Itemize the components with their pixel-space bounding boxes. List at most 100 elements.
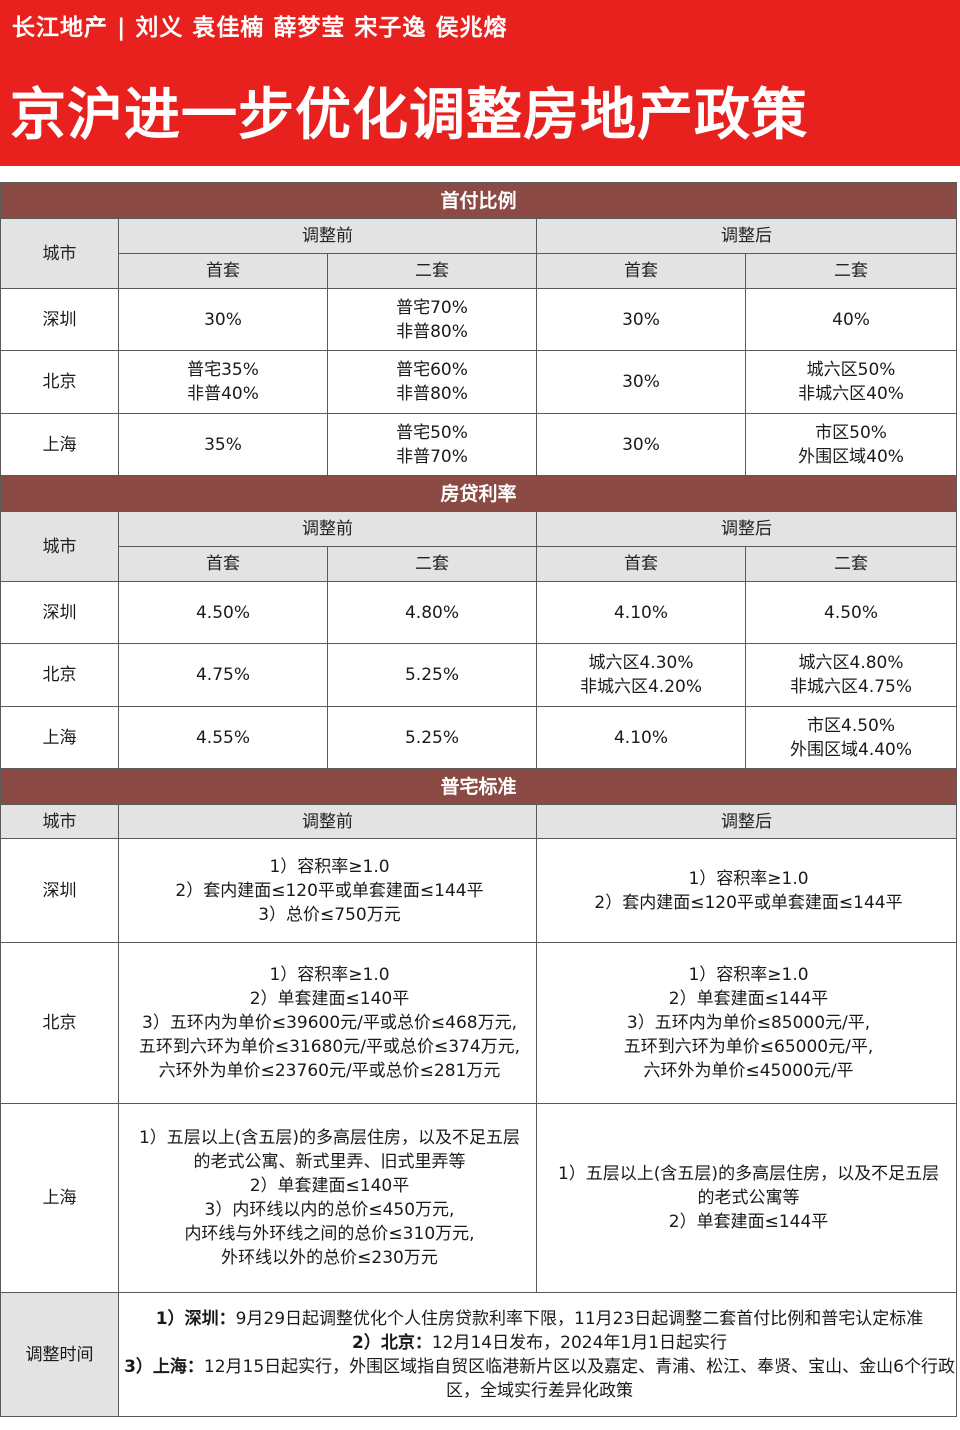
cell-line: 普宅60%: [396, 360, 468, 380]
value-cell: 30%: [536, 413, 746, 476]
cell-line: 40%: [832, 309, 870, 330]
city-cell: 北京: [0, 643, 119, 707]
timing-row: 调整时间 1）深圳：9月29日起调整优化个人住房贷款利率下限，11月23日起调整二…: [0, 1292, 958, 1417]
criteria-cell: 1）容积率≥1.0 2）套内建面≤120平或单套建面≤144平 3）总价≤750万元: [118, 838, 537, 943]
criteria-cell: 1）容积率≥1.0 2）单套建面≤140平 3）五环内为单价≤39600元/平或总价…: [118, 942, 537, 1104]
cell-line: 35%: [204, 434, 242, 455]
subheader-row: 首套 二套 首套 二套: [1, 546, 958, 582]
value-cell: 5.25%: [327, 706, 537, 769]
cell-line: 1）容积率≥1.0: [269, 856, 390, 877]
timing-city: 3）上海：: [124, 1356, 204, 1377]
cell-line: 普宅70%: [396, 297, 468, 318]
cell-line: 的老式公寓、新式里弄、旧式里弄等: [193, 1152, 466, 1172]
cell-line: 1）容积率≥1.0: [269, 965, 390, 985]
cell-line: 4.80%: [404, 602, 459, 623]
value-cell: 4.10%: [536, 706, 746, 769]
cell-line: 非普80%: [396, 384, 468, 404]
cell-line: 非普70%: [396, 446, 468, 467]
value-cell: 4.10%: [536, 581, 746, 644]
cell-line: 30%: [204, 309, 242, 330]
table-row: 北京 4.75% 5.25% 城六区4.30% 非城六区4.20% 城六区4.80% 非城六…: [0, 643, 958, 707]
cell-line: 3）内环线以内的总价≤450万元,: [204, 1200, 455, 1220]
header-row: 城市 调整前 调整后: [0, 218, 958, 289]
cell-line: 五环到六环为单价≤31680元/平或总价≤374万元,: [138, 1037, 521, 1057]
timing-city: 2）北京：: [352, 1332, 432, 1353]
criteria-cell: 1）五层以上(含五层)的多高层住房，以及不足五层 的老式公寓等 2）单套建面≤144…: [535, 1103, 958, 1293]
cell-line: 五环到六环为单价≤65000元/平,: [623, 1037, 874, 1057]
value-cell: 普宅60% 非普80%: [327, 350, 537, 414]
before-header: 调整前: [118, 804, 537, 839]
before-header: 调整前: [118, 218, 537, 254]
timing-city: 1）深圳：: [155, 1308, 236, 1329]
second-home-header: 二套: [744, 253, 958, 289]
cell-line: 3）五环内为单价≤85000元/平,: [626, 1013, 871, 1033]
table-row: 深圳 1）容积率≥1.0 2）套内建面≤120平或单套建面≤144平 3）总价≤750…: [0, 838, 958, 943]
city-cell: 深圳: [0, 581, 119, 644]
value-cell: 4.55%: [118, 706, 328, 769]
value-cell: 普宅50% 非普70%: [327, 413, 537, 476]
second-home-header: 二套: [327, 253, 537, 289]
section-row-ordinary_housing: 普宅标准: [0, 768, 958, 805]
value-cell: 5.25%: [327, 643, 537, 707]
value-cell: 30%: [536, 288, 746, 351]
cell-line: 普宅50%: [396, 422, 468, 443]
value-cell: 30%: [118, 288, 328, 351]
section-row-down_payment: 首付比例: [0, 182, 958, 219]
second-home-header: 二套: [744, 546, 958, 582]
city-header: 城市: [0, 218, 119, 289]
header-row: 城市 调整前 调整后: [0, 804, 958, 839]
timing-label: 调整时间: [0, 1292, 119, 1417]
first-home-header: 首套: [536, 546, 746, 582]
cell-line: 2）单套建面≤144平: [668, 1212, 829, 1232]
value-cell: 4.75%: [118, 643, 328, 707]
timing-item: 1）深圳：9月29日起调整优化个人住房贷款利率下限，11月23日起调整二套首付比…: [123, 1307, 956, 1331]
cell-line: 城六区4.80%: [798, 653, 904, 673]
cell-line: 3）总价≤750万元: [258, 904, 401, 925]
cell-line: 1）五层以上(含五层)的多高层住房，以及不足五层: [138, 1128, 521, 1148]
city-cell: 深圳: [0, 288, 119, 351]
cell-line: 外围区域4.40%: [790, 739, 913, 760]
value-cell: 30%: [536, 350, 746, 414]
policy-table: 首付比例 城市 调整前 调整后 首套 二套 首套 二套 深圳 30% 普宅70% 非普80% 30% 40…: [0, 182, 958, 1417]
cell-line: 内环线与外环线之间的总价≤310万元,: [184, 1224, 475, 1244]
table-row: 上海 4.55% 5.25% 4.10% 市区4.50% 外围区域4.40%: [0, 706, 958, 769]
table-row: 上海 35% 普宅50% 非普70% 30% 市区50% 外围区域40%: [0, 413, 958, 476]
timing-item: 2）北京：12月14日发布，2024年1月1日起实行: [123, 1331, 956, 1355]
second-home-header: 二套: [327, 546, 537, 582]
city-cell: 上海: [0, 413, 119, 476]
timing-text: 9月29日起调整优化个人住房贷款利率下限，11月23日起调整二套首付比例和普宅认…: [235, 1308, 924, 1329]
cell-line: 市区4.50%: [807, 715, 896, 736]
cell-line: 3）五环内为单价≤39600元/平或总价≤468万元,: [142, 1013, 517, 1033]
cell-line: 非城六区4.20%: [579, 677, 702, 697]
cell-line: 外环线以外的总价≤230万元: [221, 1248, 438, 1268]
value-cell: 35%: [118, 413, 328, 476]
cell-line: 4.55%: [195, 727, 250, 748]
cell-line: 30%: [622, 434, 660, 455]
cell-line: 5.25%: [404, 727, 459, 748]
subheader-row: 首套 二套 首套 二套: [1, 253, 958, 289]
title-banner: 长江地产 | 刘义 袁佳楠 薛梦莹 宋子逸 侯兆熔 京沪进一步优化调整房地产政策: [0, 0, 960, 166]
table-row: 上海 1）五层以上(含五层)的多高层住房，以及不足五层 的老式公寓、新式里弄、旧式里…: [0, 1103, 958, 1293]
cell-line: 1）容积率≥1.0: [688, 868, 809, 889]
cell-line: 2）单套建面≤140平: [249, 989, 410, 1009]
city-cell: 上海: [0, 706, 119, 769]
cell-line: 非城六区40%: [798, 384, 904, 404]
cell-line: 4.50%: [195, 602, 250, 623]
value-cell: 城六区4.30% 非城六区4.20%: [536, 643, 746, 707]
value-cell: 普宅35% 非普40%: [118, 350, 328, 414]
cell-line: 六环外为单价≤23760元/平或总价≤281万元: [158, 1061, 501, 1081]
after-header: 调整后: [535, 804, 958, 839]
table-row: 深圳 30% 普宅70% 非普80% 30% 40%: [0, 288, 958, 351]
value-cell: 城六区50% 非城六区40%: [744, 350, 958, 414]
value-cell: 4.80%: [327, 581, 537, 644]
table-row: 深圳 4.50% 4.80% 4.10% 4.50%: [0, 581, 958, 644]
timing-text: 12月15日起实行，外围区域指自贸区临港新片区以及嘉定、青浦、松江、奉贤、宝山、…: [203, 1356, 955, 1401]
page-title: 京沪进一步优化调整房地产政策: [10, 83, 808, 148]
table-row: 北京 普宅35% 非普40% 普宅60% 非普80% 30% 城六区50% 非城六区40%: [0, 350, 958, 414]
criteria-cell: 1）容积率≥1.0 2）单套建面≤144平 3）五环内为单价≤85000元/平, 五环…: [535, 942, 958, 1104]
cell-line: 2）单套建面≤144平: [668, 989, 829, 1009]
after-header: 调整后: [535, 218, 958, 254]
cell-line: 非普80%: [396, 321, 468, 342]
cell-line: 城六区4.30%: [588, 653, 694, 673]
cell-line: 2）套内建面≤120平或单套建面≤144平: [594, 892, 903, 913]
